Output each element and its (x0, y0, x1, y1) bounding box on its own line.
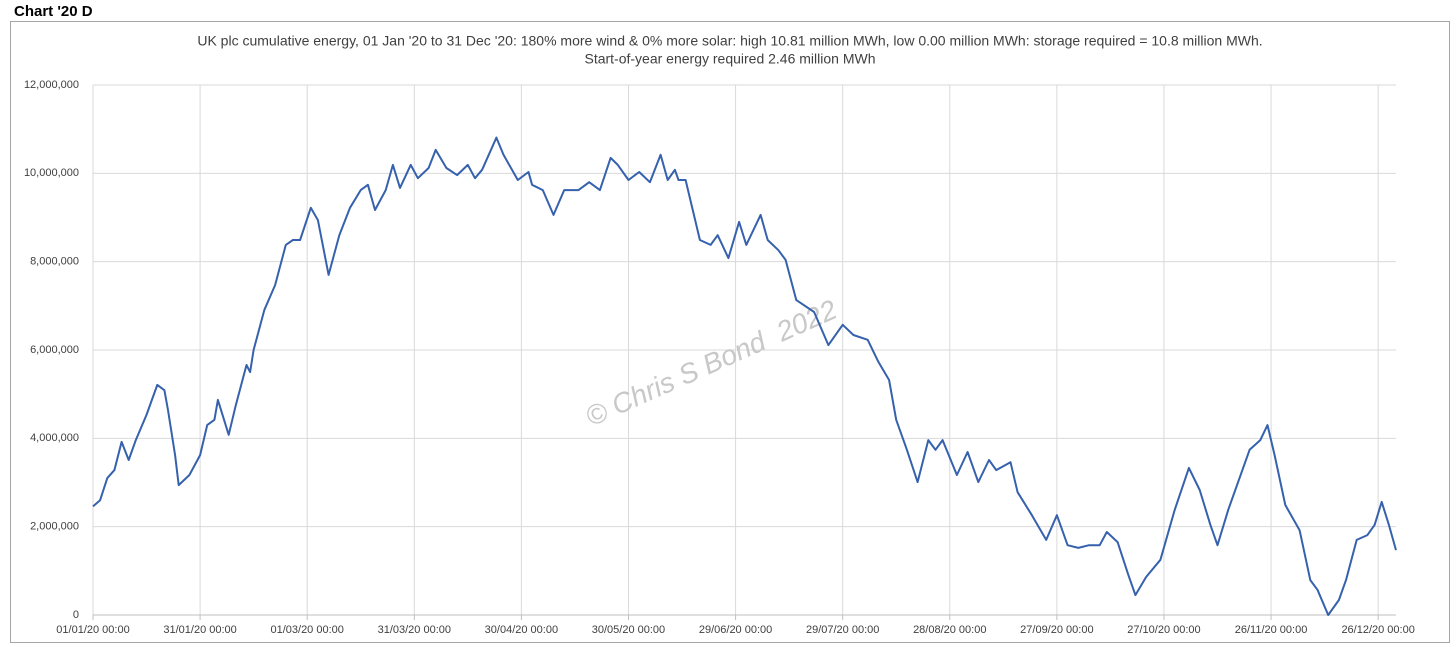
x-tick-label: 31/01/20 00:00 (163, 624, 236, 636)
x-tick-label: 01/01/20 00:00 (56, 624, 129, 636)
y-tick-label: 12,000,000 (24, 79, 79, 91)
chart-frame (10, 21, 1450, 643)
y-tick-label: 10,000,000 (24, 167, 79, 179)
y-tick-label: 8,000,000 (30, 256, 79, 268)
y-tick-label: 0 (73, 609, 79, 621)
x-tick-label: 30/04/20 00:00 (485, 624, 558, 636)
x-tick-label: 29/07/20 00:00 (806, 624, 879, 636)
y-tick-label: 6,000,000 (30, 344, 79, 356)
y-tick-label: 2,000,000 (30, 521, 79, 533)
x-tick-label: 30/05/20 00:00 (592, 624, 665, 636)
x-tick-label: 26/11/20 00:00 (1235, 624, 1308, 636)
chart-title: UK plc cumulative energy, 01 Jan '20 to … (197, 33, 1262, 49)
x-tick-label: 31/03/20 00:00 (378, 624, 451, 636)
y-tick-label: 4,000,000 (30, 432, 79, 444)
x-tick-label: 28/08/20 00:00 (913, 624, 986, 636)
data-line (92, 136, 1397, 616)
x-tick-label: 01/03/20 00:00 (270, 624, 343, 636)
x-tick-label: 27/09/20 00:00 (1020, 624, 1093, 636)
chart-subtitle: Start-of-year energy required 2.46 milli… (584, 51, 875, 67)
x-tick-label: 27/10/20 00:00 (1127, 624, 1200, 636)
x-tick-label: 29/06/20 00:00 (699, 624, 772, 636)
page-heading: Chart '20 D (14, 3, 93, 20)
x-tick-label: 26/12/20 00:00 (1341, 624, 1414, 636)
